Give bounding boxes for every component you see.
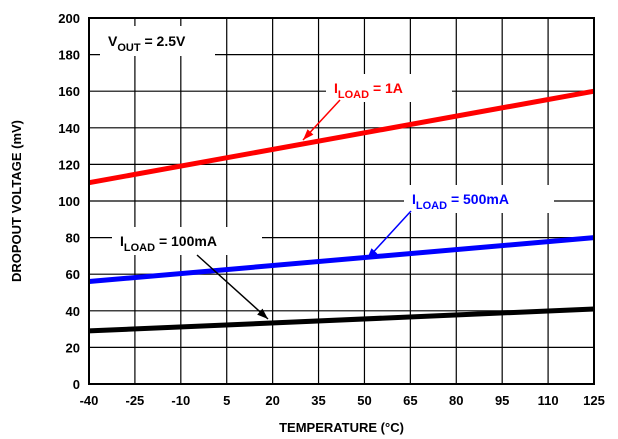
y-tick-label: 80	[66, 231, 80, 246]
plot-frame	[88, 17, 595, 385]
y-tick-label: 100	[58, 194, 80, 209]
x-tick-label: 80	[449, 393, 463, 408]
x-tick-label: 20	[265, 393, 279, 408]
x-tick-label: 35	[311, 393, 325, 408]
x-tick-label: 65	[403, 393, 417, 408]
x-tick-label: 50	[357, 393, 371, 408]
series-label: ILOAD = 1A	[334, 80, 403, 101]
y-tick-label: 120	[58, 157, 80, 172]
series-label: ILOAD = 100mA	[120, 233, 217, 254]
y-tick-label: 140	[58, 121, 80, 136]
x-axis-title: TEMPERATURE (°C)	[279, 420, 404, 435]
y-tick-label: 20	[66, 340, 80, 355]
condition-label: VOUT = 2.5V	[108, 33, 186, 54]
series-arrow-head	[367, 248, 378, 259]
series-label: ILOAD = 500mA	[412, 191, 509, 212]
x-tick-label: -10	[171, 393, 190, 408]
y-tick-labels: 0 20 40 60 80 100 120 140 160 180 200	[58, 11, 80, 392]
y-tick-label: 180	[58, 48, 80, 63]
series-arrow-head	[303, 129, 314, 140]
series-arrow-head	[257, 308, 268, 319]
series-label-box	[326, 74, 452, 102]
y-tick-label: 60	[66, 267, 80, 282]
x-tick-label: -25	[126, 393, 145, 408]
series-line	[88, 306, 595, 334]
condition-box	[100, 26, 215, 56]
x-tick-label: 5	[223, 393, 230, 408]
annotations-layer: VOUT = 2.5V ILOAD = 1A ILOAD = 500mA ILOAD …	[100, 26, 554, 320]
series-label-box	[112, 227, 262, 255]
y-tick-label: 0	[73, 377, 80, 392]
x-tick-label: -40	[80, 393, 99, 408]
y-tick-label: 40	[66, 304, 80, 319]
y-tick-label: 200	[58, 11, 80, 26]
x-tick-label: 110	[538, 393, 559, 408]
y-axis-title: DROPOUT VOLTAGE (mV)	[9, 120, 24, 282]
y-tick-label: 160	[58, 84, 80, 99]
x-tick-labels: -40 -25 -10 5 20 35 50 65 80 95 110 125	[80, 393, 605, 408]
x-tick-label: 95	[495, 393, 509, 408]
series-layer	[88, 88, 595, 334]
series-line	[88, 235, 595, 285]
series-line	[88, 88, 595, 186]
series-arrow	[196, 254, 269, 320]
series-label-box	[404, 185, 554, 213]
x-tick-label: 125	[583, 393, 605, 408]
